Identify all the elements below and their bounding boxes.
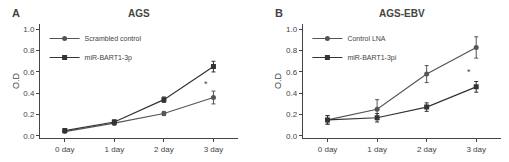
svg-text:0.0: 0.0 — [23, 132, 35, 141]
svg-text:2 day: 2 day — [417, 145, 437, 154]
svg-text:A: A — [12, 7, 20, 19]
svg-text:*: * — [467, 67, 471, 77]
svg-text:0.4: 0.4 — [23, 89, 35, 98]
svg-text:AGS-EBV: AGS-EBV — [379, 8, 425, 19]
svg-text:0.0: 0.0 — [286, 132, 298, 141]
svg-text:B: B — [275, 7, 283, 19]
svg-text:AGS: AGS — [128, 8, 150, 19]
svg-text:0 day: 0 day — [55, 145, 75, 154]
svg-text:0.4: 0.4 — [286, 89, 298, 98]
svg-text:O.D: O.D — [273, 73, 283, 90]
svg-text:Control LNA: Control LNA — [347, 35, 385, 42]
svg-text:O.D: O.D — [11, 73, 21, 90]
svg-text:1.0: 1.0 — [286, 25, 298, 34]
svg-text:1 day: 1 day — [105, 145, 125, 154]
svg-text:1.0: 1.0 — [23, 25, 35, 34]
svg-text:3 day: 3 day — [204, 145, 224, 154]
svg-text:0.6: 0.6 — [23, 68, 35, 77]
svg-text:1 day: 1 day — [367, 145, 387, 154]
svg-text:Scrambled control: Scrambled control — [85, 35, 142, 42]
svg-text:0.2: 0.2 — [286, 110, 298, 119]
svg-text:*: * — [204, 79, 208, 89]
svg-text:0.8: 0.8 — [23, 46, 35, 55]
svg-text:0.6: 0.6 — [286, 68, 298, 77]
svg-text:0 day: 0 day — [318, 145, 338, 154]
svg-text:miR-BART1-3pi: miR-BART1-3pi — [347, 54, 396, 62]
svg-text:miR-BART1-3p: miR-BART1-3p — [85, 54, 132, 62]
svg-text:3 day: 3 day — [466, 145, 486, 154]
svg-text:2 day: 2 day — [154, 145, 174, 154]
svg-text:0.8: 0.8 — [286, 46, 298, 55]
svg-text:0.2: 0.2 — [23, 110, 35, 119]
